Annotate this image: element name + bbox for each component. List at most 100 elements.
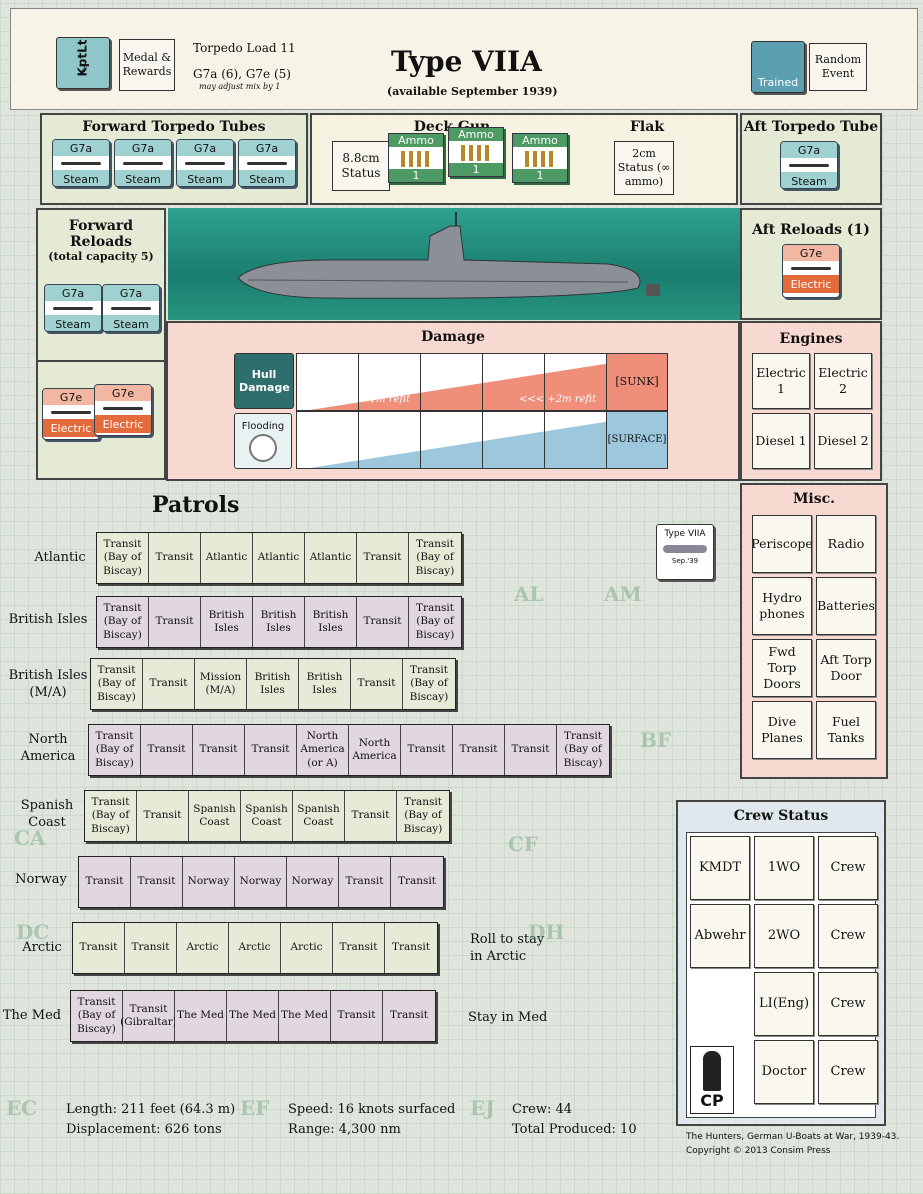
patrol-box[interactable]: Spanish Coast	[241, 791, 293, 841]
patrol-box[interactable]: Atlantic	[253, 533, 305, 583]
patrol-box[interactable]: Transit	[73, 923, 125, 973]
patrol-box[interactable]: Atlantic	[201, 533, 253, 583]
ammo-counter-3[interactable]: Ammo 1	[512, 133, 568, 183]
patrol-box[interactable]: Transit (Bay of Biscay)	[71, 991, 123, 1041]
crew-slot[interactable]: Crew	[818, 904, 878, 968]
patrol-box[interactable]: British Isles	[299, 659, 351, 709]
ammo-counter-1[interactable]: Ammo 1	[388, 133, 444, 183]
flak-status[interactable]: 2cm Status (∞ ammo)	[614, 141, 674, 195]
patrol-box[interactable]: Transit (Gibraltar)	[120, 991, 177, 1041]
patrol-box[interactable]: Transit	[333, 923, 385, 973]
patrol-box[interactable]: Transit	[125, 923, 177, 973]
misc-fuel-tanks[interactable]: Fuel Tanks	[816, 701, 876, 759]
patrol-box[interactable]: Transit	[143, 659, 195, 709]
patrol-box[interactable]: Transit	[331, 991, 383, 1041]
misc-dive-planes[interactable]: Dive Planes	[752, 701, 812, 759]
forward-reload-1[interactable]: G7a Steam	[44, 284, 102, 332]
patrol-box[interactable]: Transit (Bay of Biscay)	[409, 533, 461, 583]
patrol-box[interactable]: Norway	[287, 857, 339, 907]
hull-damage-chit[interactable]: Hull Damage	[234, 353, 294, 409]
patrol-box[interactable]: Transit	[453, 725, 505, 775]
forward-tube-2[interactable]: G7a Steam	[114, 139, 172, 187]
sunk-box[interactable]: [SUNK]	[606, 353, 668, 411]
patrol-box[interactable]: Transit	[137, 791, 189, 841]
patrol-box[interactable]: British Isles	[247, 659, 299, 709]
patrol-box[interactable]: Arctic	[229, 923, 281, 973]
engine-diesel-2[interactable]: Diesel 2	[814, 413, 872, 469]
crew-slot[interactable]: KMDT	[690, 836, 750, 900]
patrol-box[interactable]: Transit	[357, 597, 409, 647]
patrol-box[interactable]: Transit	[79, 857, 131, 907]
patrol-box[interactable]: Arctic	[281, 923, 333, 973]
patrol-box[interactable]: Transit	[339, 857, 391, 907]
forward-reload-2[interactable]: G7a Steam	[102, 284, 160, 332]
patrol-box[interactable]: The Med	[175, 991, 227, 1041]
forward-tube-3[interactable]: G7a Steam	[176, 139, 234, 187]
crew-slot[interactable]: Crew	[818, 836, 878, 900]
engine-diesel-1[interactable]: Diesel 1	[752, 413, 810, 469]
aft-tube[interactable]: G7a Steam	[780, 141, 838, 189]
patrol-box[interactable]: Transit	[505, 725, 557, 775]
crew-slot[interactable]: Abwehr	[690, 904, 750, 968]
patrol-box[interactable]: Transit	[383, 991, 435, 1041]
crew-slot[interactable]: 2WO	[754, 904, 814, 968]
patrol-box[interactable]: Transit (Bay of Biscay)	[91, 659, 143, 709]
patrol-box[interactable]: Transit	[193, 725, 245, 775]
patrol-box[interactable]: The Med	[227, 991, 279, 1041]
forward-tube-1[interactable]: G7a Steam	[52, 139, 110, 187]
crew-slot[interactable]: LI(Eng)	[754, 972, 814, 1036]
patrol-box[interactable]: Transit (Bay of Biscay)	[557, 725, 609, 775]
rank-chit[interactable]: KptLt 2	[56, 37, 110, 89]
patrol-box[interactable]: Norway	[235, 857, 287, 907]
patrol-box[interactable]: Arctic	[177, 923, 229, 973]
patrol-box[interactable]: Transit (Bay of Biscay)	[97, 597, 149, 647]
flooding-chit[interactable]: Flooding	[234, 413, 292, 469]
patrol-box[interactable]: North America (or A)	[297, 725, 349, 775]
patrol-box[interactable]: Transit	[149, 533, 201, 583]
patrol-box[interactable]: Transit	[401, 725, 453, 775]
patrol-box[interactable]: North America	[349, 725, 401, 775]
ammo-counter-2[interactable]: Ammo 1	[448, 127, 504, 177]
patrol-box[interactable]: The Med	[279, 991, 331, 1041]
patrol-box[interactable]: Transit	[131, 857, 183, 907]
surface-box[interactable]: [SURFACE]	[606, 411, 668, 469]
patrol-box[interactable]: Transit (Bay of Biscay)	[397, 791, 449, 841]
engine-electric-1[interactable]: Electric 1	[752, 353, 810, 409]
misc-fwd-torp-doors[interactable]: Fwd Torp Doors	[752, 639, 812, 697]
crew-slot[interactable]: Crew	[818, 1040, 878, 1104]
patrol-box[interactable]: British Isles	[201, 597, 253, 647]
trained-chit[interactable]: Trained	[751, 41, 805, 93]
misc-periscope[interactable]: Periscope	[751, 515, 813, 573]
patrol-box[interactable]: Mission (M/A)	[195, 659, 247, 709]
patrol-box[interactable]: Norway	[183, 857, 235, 907]
patrol-box[interactable]: Transit	[391, 857, 443, 907]
deck-gun-status[interactable]: 8.8cm Status	[332, 141, 390, 191]
medal-rewards-box[interactable]: Medal & Rewards	[119, 39, 175, 91]
patrol-marker[interactable]: Type VIIA Sep.'39	[656, 524, 714, 580]
patrol-box[interactable]: Transit	[141, 725, 193, 775]
misc-radio[interactable]: Radio	[816, 515, 876, 573]
random-event-box[interactable]: Random Event	[809, 43, 867, 91]
misc-hydrophones[interactable]: Hydro phones	[752, 577, 812, 635]
crew-slot[interactable]: 1WO	[754, 836, 814, 900]
patrol-box[interactable]: Transit (Bay of Biscay)	[409, 597, 461, 647]
forward-tube-4[interactable]: G7a Steam	[238, 139, 296, 187]
engine-electric-2[interactable]: Electric 2	[814, 353, 872, 409]
crew-slot[interactable]: Doctor	[754, 1040, 814, 1104]
patrol-box[interactable]: Transit (Bay of Biscay)	[85, 791, 137, 841]
patrol-box[interactable]: Transit	[385, 923, 437, 973]
forward-reload-4[interactable]: G7e Electric	[94, 384, 152, 436]
patrol-box[interactable]: Transit (Bay of Biscay)	[97, 533, 149, 583]
aft-reload[interactable]: G7e Electric	[782, 244, 840, 298]
patrol-box[interactable]: Atlantic	[305, 533, 357, 583]
patrol-box[interactable]: Transit (Bay of Biscay)	[89, 725, 141, 775]
patrol-box[interactable]: Spanish Coast	[293, 791, 345, 841]
patrol-box[interactable]: Transit	[245, 725, 297, 775]
misc-batteries[interactable]: Batteries	[816, 577, 876, 635]
misc-aft-torp-door[interactable]: Aft Torp Door	[816, 639, 876, 697]
patrol-box[interactable]: Transit	[351, 659, 403, 709]
patrol-box[interactable]: Spanish Coast	[189, 791, 241, 841]
crew-slot[interactable]: Crew	[818, 972, 878, 1036]
forward-reload-3[interactable]: G7e Electric	[42, 388, 100, 440]
patrol-box[interactable]: Transit (Bay of Biscay)	[403, 659, 455, 709]
